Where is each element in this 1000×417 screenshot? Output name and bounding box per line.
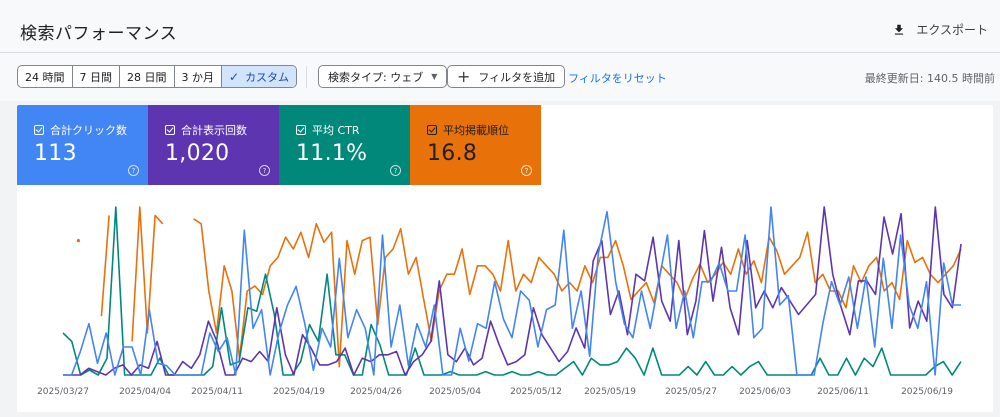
- metric-value: 16.8: [427, 141, 478, 166]
- reset-filters-link[interactable]: フィルタをリセット: [568, 72, 667, 85]
- metric-card-clicks[interactable]: 合計クリック数 113 ?: [17, 105, 148, 185]
- series-impressions: [63, 206, 962, 376]
- checkbox-checked-icon[interactable]: [34, 125, 44, 135]
- x-tick-label: 2025/04/04: [119, 387, 171, 397]
- metric-card-impressions[interactable]: 合計表示回数 1,020 ?: [148, 105, 279, 185]
- metric-value: 113: [34, 141, 77, 166]
- filter-toolbar: 24 時間 7 日間 28 日間 3 か月 ✓ カスタム 検索タイプ: ウェブ ▼…: [0, 53, 1000, 101]
- page-title: 検索パフォーマンス: [20, 24, 178, 44]
- toolbar-divider: [306, 66, 307, 88]
- x-tick-label: 2025/04/11: [191, 387, 243, 397]
- x-tick-label: 2025/03/27: [37, 387, 89, 397]
- export-label: エクスポート: [916, 23, 988, 37]
- x-tick-label: 2025/05/27: [665, 387, 717, 397]
- add-filter-button[interactable]: + フィルタを追加: [447, 65, 566, 88]
- date-option-24h[interactable]: 24 時間: [18, 66, 73, 87]
- search-type-dropdown[interactable]: 検索タイプ: ウェブ ▼: [318, 65, 448, 88]
- plus-icon: +: [457, 66, 471, 86]
- download-icon: [895, 24, 904, 35]
- series-position: [76, 206, 962, 368]
- metric-card-ctr[interactable]: 平均 CTR 11.1% ?: [279, 105, 410, 185]
- x-tick-label: 2025/06/11: [817, 387, 869, 397]
- date-option-3m[interactable]: 3 か月: [175, 66, 222, 87]
- help-icon[interactable]: ?: [521, 165, 532, 176]
- last-updated-text: 最終更新日: 140.5 時間前: [864, 72, 995, 85]
- x-tick-label: 2025/05/19: [584, 387, 636, 397]
- performance-chart[interactable]: 2025/03/27 2025/04/04 2025/04/11 2025/04/19…: [17, 185, 993, 412]
- check-icon: ✓: [229, 69, 240, 84]
- line-impressions: [63, 206, 962, 376]
- line-ctr: [62, 206, 962, 376]
- line-position: [100, 206, 962, 368]
- metric-value: 1,020: [165, 141, 230, 166]
- help-icon[interactable]: ?: [390, 165, 401, 176]
- series-ctr: [62, 206, 962, 376]
- checkbox-checked-icon[interactable]: [427, 125, 437, 135]
- x-tick-label: 2025/04/26: [350, 387, 402, 397]
- point-position: [76, 239, 80, 243]
- x-tick-label: 2025/05/04: [429, 387, 481, 397]
- metric-value: 11.1%: [296, 141, 368, 166]
- date-range-selector: 24 時間 7 日間 28 日間 3 か月 ✓ カスタム: [17, 65, 298, 88]
- x-tick-label: 2025/04/19: [273, 387, 325, 397]
- help-icon[interactable]: ?: [259, 165, 270, 176]
- metric-card-position[interactable]: 平均掲載順位 16.8 ?: [410, 105, 541, 185]
- date-option-custom[interactable]: ✓ カスタム: [222, 66, 297, 87]
- series-clicks: [63, 206, 961, 376]
- performance-panel: 合計クリック数 113 ? 合計表示回数 1,020 ? 平均 CTR 11.1…: [17, 105, 993, 412]
- help-icon[interactable]: ?: [128, 165, 139, 176]
- export-button[interactable]: エクスポート: [892, 21, 988, 38]
- x-tick-label: 2025/06/19: [901, 387, 953, 397]
- line-clicks: [63, 206, 961, 376]
- date-option-7d[interactable]: 7 日間: [73, 66, 120, 87]
- checkbox-checked-icon[interactable]: [296, 125, 306, 135]
- date-option-28d[interactable]: 28 日間: [120, 66, 175, 87]
- x-tick-label: 2025/06/03: [739, 387, 791, 397]
- checkbox-checked-icon[interactable]: [165, 125, 175, 135]
- x-tick-label: 2025/05/12: [510, 387, 562, 397]
- caret-down-icon: ▼: [431, 72, 438, 81]
- page-header: 検索パフォーマンス エクスポート: [0, 0, 1000, 53]
